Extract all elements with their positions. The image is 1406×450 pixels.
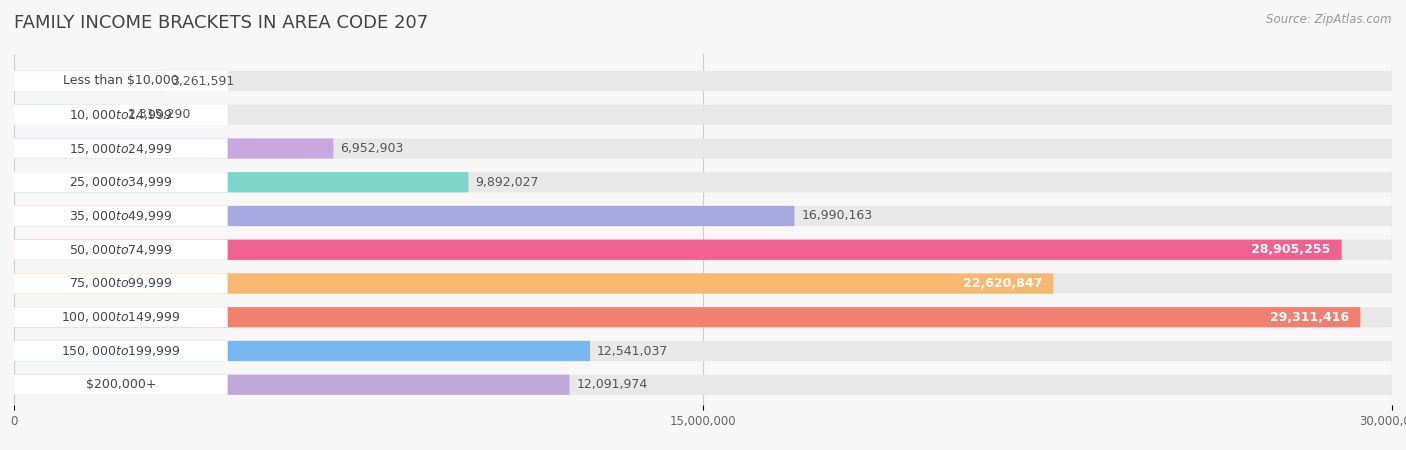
- Text: 28,905,255: 28,905,255: [1251, 243, 1330, 256]
- FancyBboxPatch shape: [14, 239, 1392, 260]
- FancyBboxPatch shape: [14, 172, 228, 193]
- FancyBboxPatch shape: [14, 105, 228, 125]
- Text: 29,311,416: 29,311,416: [1270, 311, 1350, 324]
- FancyBboxPatch shape: [14, 341, 591, 361]
- FancyBboxPatch shape: [14, 374, 1392, 395]
- Text: 6,952,903: 6,952,903: [340, 142, 404, 155]
- FancyBboxPatch shape: [14, 341, 1392, 361]
- Text: 12,091,974: 12,091,974: [576, 378, 648, 391]
- Text: 3,261,591: 3,261,591: [170, 75, 233, 87]
- FancyBboxPatch shape: [14, 239, 1341, 260]
- Text: 2,315,290: 2,315,290: [128, 108, 191, 121]
- Text: 9,892,027: 9,892,027: [475, 176, 538, 189]
- Text: Less than $10,000: Less than $10,000: [63, 75, 179, 87]
- Text: $25,000 to $34,999: $25,000 to $34,999: [69, 175, 173, 189]
- Text: FAMILY INCOME BRACKETS IN AREA CODE 207: FAMILY INCOME BRACKETS IN AREA CODE 207: [14, 14, 429, 32]
- FancyBboxPatch shape: [14, 71, 165, 91]
- FancyBboxPatch shape: [14, 206, 228, 226]
- Text: $100,000 to $149,999: $100,000 to $149,999: [60, 310, 180, 324]
- FancyBboxPatch shape: [14, 239, 228, 260]
- FancyBboxPatch shape: [14, 341, 228, 361]
- FancyBboxPatch shape: [14, 307, 1392, 328]
- FancyBboxPatch shape: [14, 71, 1392, 91]
- FancyBboxPatch shape: [14, 105, 121, 125]
- Text: $50,000 to $74,999: $50,000 to $74,999: [69, 243, 173, 257]
- Text: 16,990,163: 16,990,163: [801, 210, 872, 222]
- FancyBboxPatch shape: [14, 374, 569, 395]
- Text: $15,000 to $24,999: $15,000 to $24,999: [69, 141, 173, 156]
- FancyBboxPatch shape: [14, 139, 228, 159]
- Text: $150,000 to $199,999: $150,000 to $199,999: [60, 344, 180, 358]
- FancyBboxPatch shape: [14, 71, 228, 91]
- FancyBboxPatch shape: [14, 307, 1361, 328]
- Text: $75,000 to $99,999: $75,000 to $99,999: [69, 276, 173, 291]
- FancyBboxPatch shape: [14, 139, 333, 159]
- FancyBboxPatch shape: [14, 206, 1392, 226]
- FancyBboxPatch shape: [14, 206, 794, 226]
- Text: Source: ZipAtlas.com: Source: ZipAtlas.com: [1267, 14, 1392, 27]
- FancyBboxPatch shape: [14, 374, 228, 395]
- Text: 12,541,037: 12,541,037: [598, 345, 668, 357]
- FancyBboxPatch shape: [14, 273, 1392, 294]
- FancyBboxPatch shape: [14, 307, 228, 328]
- FancyBboxPatch shape: [14, 273, 1053, 294]
- Text: 22,620,847: 22,620,847: [963, 277, 1042, 290]
- FancyBboxPatch shape: [14, 273, 228, 294]
- FancyBboxPatch shape: [14, 105, 1392, 125]
- Text: $200,000+: $200,000+: [86, 378, 156, 391]
- Text: $10,000 to $14,999: $10,000 to $14,999: [69, 108, 173, 122]
- FancyBboxPatch shape: [14, 172, 1392, 193]
- FancyBboxPatch shape: [14, 172, 468, 193]
- FancyBboxPatch shape: [14, 139, 1392, 159]
- Text: $35,000 to $49,999: $35,000 to $49,999: [69, 209, 173, 223]
